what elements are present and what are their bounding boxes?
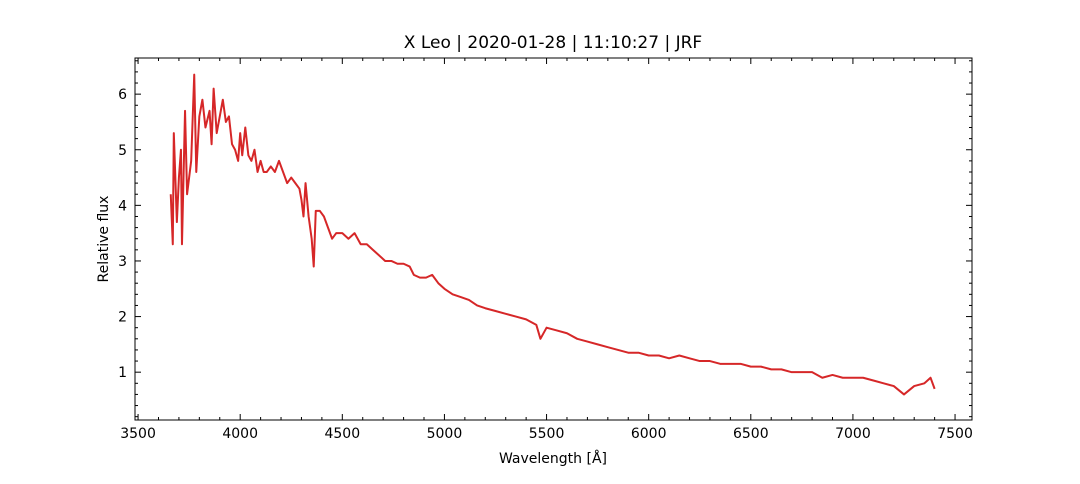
plot-frame xyxy=(134,57,973,421)
x-tick-label: 6500 xyxy=(733,426,769,442)
y-tick-label: 4 xyxy=(118,198,127,214)
y-tick-label: 5 xyxy=(118,143,127,159)
chart-title: X Leo | 2020-01-28 | 11:10:27 | JRF xyxy=(404,33,702,53)
x-tick-label: 3500 xyxy=(120,426,156,442)
y-tick-label: 2 xyxy=(118,310,127,326)
spectrum-line xyxy=(169,73,936,396)
x-tick-label: 6000 xyxy=(631,426,667,442)
y-tick-label: 1 xyxy=(118,365,127,381)
x-tick-label: 4000 xyxy=(222,426,258,442)
x-tick-label: 4500 xyxy=(324,426,360,442)
x-tick-label: 5000 xyxy=(427,426,463,442)
y-axis-label: Relative flux xyxy=(96,196,112,283)
x-axis-label: Wavelength [Å] xyxy=(499,450,607,467)
x-tick-label: 7000 xyxy=(835,426,871,442)
x-tick-label: 5500 xyxy=(529,426,565,442)
x-tick-label: 7500 xyxy=(937,426,973,442)
y-tick-label: 6 xyxy=(118,87,127,103)
y-tick-label: 3 xyxy=(118,254,127,270)
